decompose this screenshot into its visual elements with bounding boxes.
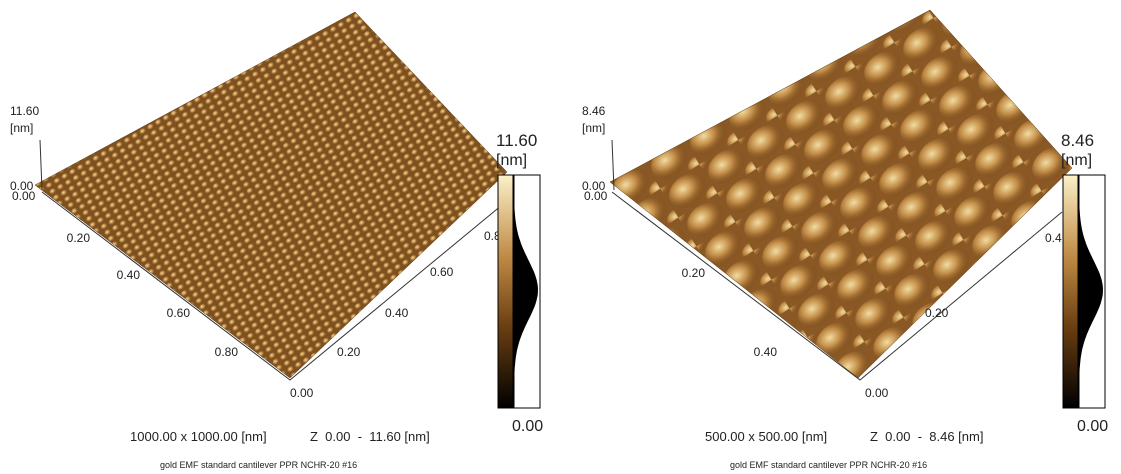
afm-surface <box>35 12 507 378</box>
colorbar-min: 0.00 <box>512 418 543 435</box>
z-max-label: 8.46 <box>582 104 606 118</box>
right-axis-tick: 0.00 <box>290 386 314 400</box>
left-axis-tick: 0.80 <box>215 345 239 359</box>
z-max-label: 11.60 <box>10 104 39 118</box>
right-axis-tick: 0.20 <box>337 345 361 359</box>
z-unit-label: [nm] <box>582 121 605 135</box>
right-axis-tick: 0.00 <box>865 386 889 400</box>
left-axis-tick: 0.40 <box>117 268 141 282</box>
z-min-label: 0.00 <box>12 189 36 203</box>
afm-figure: 11.60 [nm] 0.00 0.00 0.20 0.40 0.60 0.80 0.00 0.2… <box>0 0 1121 474</box>
scan-size: 500.00 x 500.00 [nm] <box>705 429 827 444</box>
colorbar-max: 8.46 <box>1061 131 1094 150</box>
right-axis-tick: 0.40 <box>385 306 409 320</box>
z-range: Z 0.00 - 11.60 [nm] <box>310 429 430 444</box>
scan-size: 1000.00 x 1000.00 [nm] <box>130 429 267 444</box>
colorbar-unit: [nm] <box>1061 152 1092 169</box>
right-axis-tick: 0.20 <box>925 306 949 320</box>
sample-caption: gold EMF standard cantilever PPR NCHR-20… <box>160 460 357 470</box>
right-axis-tick: 0.60 <box>430 265 454 279</box>
left-axis-tick: 0.60 <box>167 306 191 320</box>
z-range: Z 0.00 - 8.46 [nm] <box>870 429 983 444</box>
left-axis-tick: 0.20 <box>682 266 706 280</box>
colorbar <box>498 175 513 408</box>
left-axis-tick: 0.40 <box>754 345 778 359</box>
colorbar-min: 0.00 <box>1077 418 1108 435</box>
sample-caption: gold EMF standard cantilever PPR NCHR-20… <box>730 460 927 470</box>
colorbar-max: 11.60 <box>496 131 537 150</box>
z-min-label: 0.00 <box>584 189 608 203</box>
colorbar <box>1063 175 1078 408</box>
right-axis-tick: 0.4 <box>1045 231 1062 245</box>
z-unit-label: [nm] <box>10 121 33 135</box>
left-axis-tick: 0.20 <box>67 231 91 245</box>
colorbar-unit: [nm] <box>496 152 527 169</box>
afm-surface <box>610 10 1072 378</box>
